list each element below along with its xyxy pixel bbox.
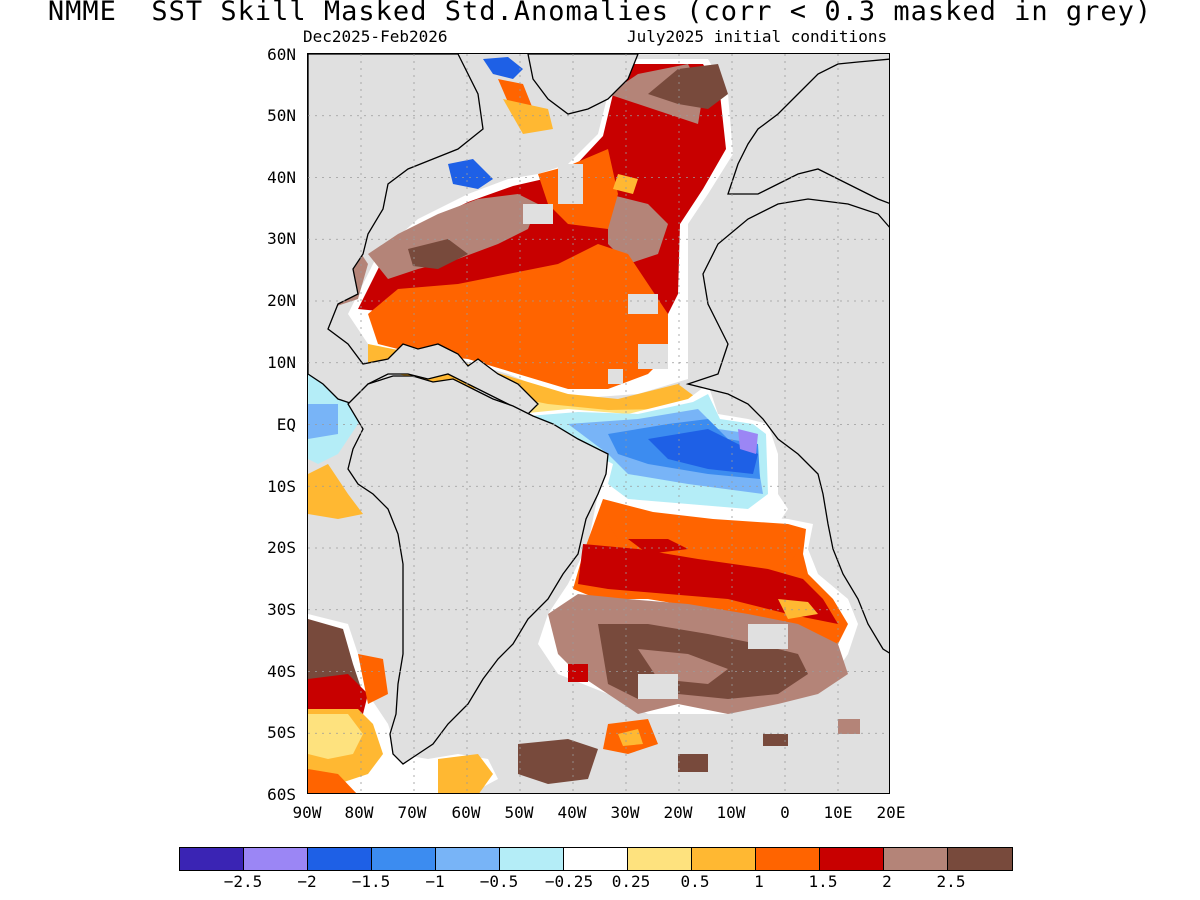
lat-tick: 10S <box>267 477 296 496</box>
anomaly-map <box>307 53 890 794</box>
lon-tick: 90W <box>292 803 322 822</box>
colorbar-label: 0.25 <box>611 872 651 891</box>
colorbar-label: 1 <box>754 872 764 891</box>
colorbar-label: −2.5 <box>223 872 263 891</box>
graticule <box>308 54 889 793</box>
colorbar-label: 2.5 <box>936 872 966 891</box>
lat-tick: 40S <box>267 662 296 681</box>
lon-tick: 50W <box>504 803 534 822</box>
lat-tick: 20S <box>267 538 296 557</box>
lon-tick: 70W <box>397 803 427 822</box>
colorbar-swatch <box>756 848 820 870</box>
colorbar-label: −1.5 <box>351 872 391 891</box>
colorbar-swatch <box>564 848 628 870</box>
lat-tick: 30S <box>267 600 296 619</box>
colorbar-swatch <box>244 848 308 870</box>
colorbar-swatch <box>180 848 244 870</box>
equatorial-cold-anomalies <box>308 372 836 524</box>
season-label: Dec2025-Feb2026 <box>303 27 448 46</box>
lat-tick: EQ <box>276 415 296 434</box>
lat-tick: 40N <box>267 168 296 187</box>
north-america <box>308 54 539 415</box>
lon-tick: 30W <box>610 803 640 822</box>
colorbar-label: −0.5 <box>479 872 519 891</box>
colorbar-swatch <box>500 848 564 870</box>
lat-tick: 50N <box>267 106 296 125</box>
figure-title: NMME SST Skill Masked Std.Anomalies (cor… <box>47 0 1153 27</box>
lat-tick: 10N <box>267 353 296 372</box>
init-conditions-label: July2025 initial conditions <box>627 27 888 46</box>
europe <box>727 58 889 204</box>
lon-tick: 60W <box>451 803 481 822</box>
lon-tick: 10E <box>823 803 853 822</box>
map-canvas <box>308 54 889 793</box>
colorbar-label: 2 <box>882 872 892 891</box>
colorbar-swatch <box>436 848 500 870</box>
lon-tick: 20E <box>876 803 906 822</box>
lat-tick: 60N <box>267 45 296 64</box>
colorbar-swatch <box>884 848 948 870</box>
colorbar-swatch <box>372 848 436 870</box>
colorbar-label: 1.5 <box>808 872 838 891</box>
colorbar-label: −1 <box>425 872 445 891</box>
lat-tick: 60S <box>267 785 296 804</box>
south-america <box>347 375 609 765</box>
africa <box>685 198 889 654</box>
colorbar-swatch <box>692 848 756 870</box>
greenland <box>527 54 639 115</box>
colorbar-swatch <box>308 848 372 870</box>
colorbar-label: −2 <box>297 872 317 891</box>
southeast-pacific-anomalies <box>308 614 498 793</box>
lat-tick: 30N <box>267 229 296 248</box>
lon-tick: 10W <box>716 803 746 822</box>
lon-tick: 80W <box>344 803 374 822</box>
lat-tick: 20N <box>267 291 296 310</box>
colorbar-swatch <box>948 848 1012 870</box>
lon-tick: 0 <box>780 803 790 822</box>
lon-tick: 20W <box>663 803 693 822</box>
colorbar-swatch <box>628 848 692 870</box>
colorbar <box>179 847 1013 871</box>
land-masses <box>308 54 889 765</box>
lat-tick: 50S <box>267 723 296 742</box>
colorbar-swatch <box>820 848 884 870</box>
colorbar-label: 0.5 <box>680 872 710 891</box>
colorbar-label: −0.25 <box>544 872 594 891</box>
lon-tick: 40W <box>557 803 587 822</box>
